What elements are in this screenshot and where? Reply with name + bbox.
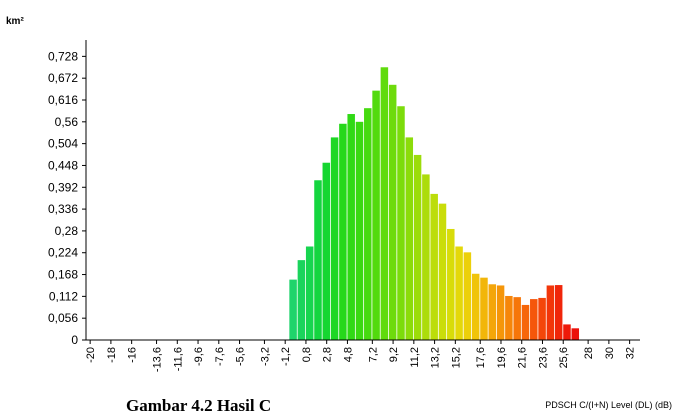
x-tick-label: -20	[85, 347, 97, 363]
x-tick-label: 9,2	[388, 347, 400, 362]
histogram-bar	[488, 284, 497, 340]
histogram-bar	[438, 203, 447, 340]
x-tick-label: 25,6	[558, 347, 570, 368]
x-tick-label: -3,2	[259, 347, 271, 366]
y-tick-label: 0,056	[48, 311, 78, 325]
histogram-bar	[305, 246, 314, 340]
histogram-bar	[330, 137, 339, 340]
x-tick-label: -13,6	[152, 347, 164, 372]
x-tick-label: -11,6	[172, 347, 184, 371]
x-tick-label: 19,6	[496, 347, 508, 368]
x-tick-label: 13,2	[430, 347, 442, 368]
x-tick-label: -16	[127, 347, 139, 363]
y-tick-label: 0,28	[55, 224, 79, 238]
x-tick-label: 17,6	[475, 347, 487, 368]
histogram-bar	[455, 246, 463, 340]
x-tick-label: -1,2	[280, 347, 292, 366]
y-tick-label: 0,168	[48, 268, 78, 282]
x-tick-label: -7,6	[214, 347, 226, 366]
histogram-bar	[563, 324, 571, 340]
x-tick-label: 30	[604, 347, 616, 359]
bars	[289, 67, 580, 341]
figure-caption: Gambar 4.2 Hasil C	[126, 396, 271, 415]
x-tick-label: 23,6	[537, 347, 549, 368]
histogram-bar	[405, 137, 414, 340]
histogram-bar	[538, 297, 546, 340]
histogram-bar	[530, 299, 538, 340]
y-tick-label: 0,336	[48, 202, 78, 216]
y-tick-label: 0	[71, 333, 78, 347]
histogram-bar	[372, 90, 380, 340]
histogram-bar	[505, 295, 513, 340]
histogram-bar	[388, 84, 397, 340]
histogram-bar	[521, 304, 530, 340]
x-tick-label: 15,2	[450, 347, 462, 368]
y-unit-label: km²	[6, 16, 24, 27]
histogram-bar	[355, 121, 364, 341]
x-tick-label: -5,6	[235, 347, 247, 366]
histogram-bar	[422, 174, 430, 340]
x-tick-label: 28	[583, 347, 595, 359]
y-axis: 0 0,056 0,112 0,168 0,224 0,28 0,336 0,392 0,448…	[48, 40, 87, 347]
histogram-bar	[289, 279, 297, 340]
histogram-bar	[380, 67, 389, 340]
histogram-bar	[471, 273, 480, 340]
y-tick-label: 0,448	[48, 158, 78, 172]
y-tick-label: 0,672	[48, 71, 78, 85]
histogram-bar	[480, 277, 488, 340]
histogram-bar	[571, 328, 580, 340]
histogram-bar	[364, 108, 372, 340]
x-tick-label: 7,2	[367, 347, 379, 362]
histogram-bar	[463, 252, 472, 340]
histogram-bar	[314, 180, 322, 340]
y-tick-label: 0,112	[49, 289, 78, 303]
x-axis-label: PDSCH C/(I+N) Level (DL) (dB)	[545, 400, 672, 410]
x-tick-label: 4,8	[342, 347, 354, 362]
histogram-bar	[554, 285, 563, 340]
y-tick-label: 0,504	[48, 137, 78, 151]
histogram-bar	[397, 106, 405, 340]
x-tick-label: 21,6	[517, 347, 529, 368]
y-tick-label: 0,616	[48, 93, 78, 107]
histogram-bar	[546, 285, 555, 340]
x-tick-label: 32	[625, 347, 637, 359]
y-tick-label: 0,56	[55, 115, 79, 129]
x-tick-label: -9,6	[193, 347, 205, 366]
histogram-bar	[430, 193, 438, 340]
x-tick-label: 2,8	[322, 347, 334, 362]
x-tick-label: 0,8	[301, 347, 313, 362]
histogram-bar	[347, 114, 355, 340]
y-tick-label: 0,224	[48, 246, 78, 260]
histogram-bar	[297, 260, 306, 340]
histogram-bar	[322, 162, 331, 340]
x-tick-label: 11,2	[409, 347, 421, 368]
y-tick-label: 0,728	[48, 49, 78, 63]
histogram-bar	[513, 297, 521, 340]
y-tick-label: 0,392	[48, 180, 78, 194]
histogram-bar	[447, 228, 455, 340]
x-tick-label: -18	[106, 347, 118, 363]
x-axis: -20 -18 -16 -13,6 -11,6 -9,6 -7,6 -5,6 -3,2 -1,2 0…	[85, 339, 640, 372]
histogram-bar	[496, 285, 505, 340]
histogram-bar	[339, 123, 347, 340]
histogram-bar	[413, 154, 422, 340]
